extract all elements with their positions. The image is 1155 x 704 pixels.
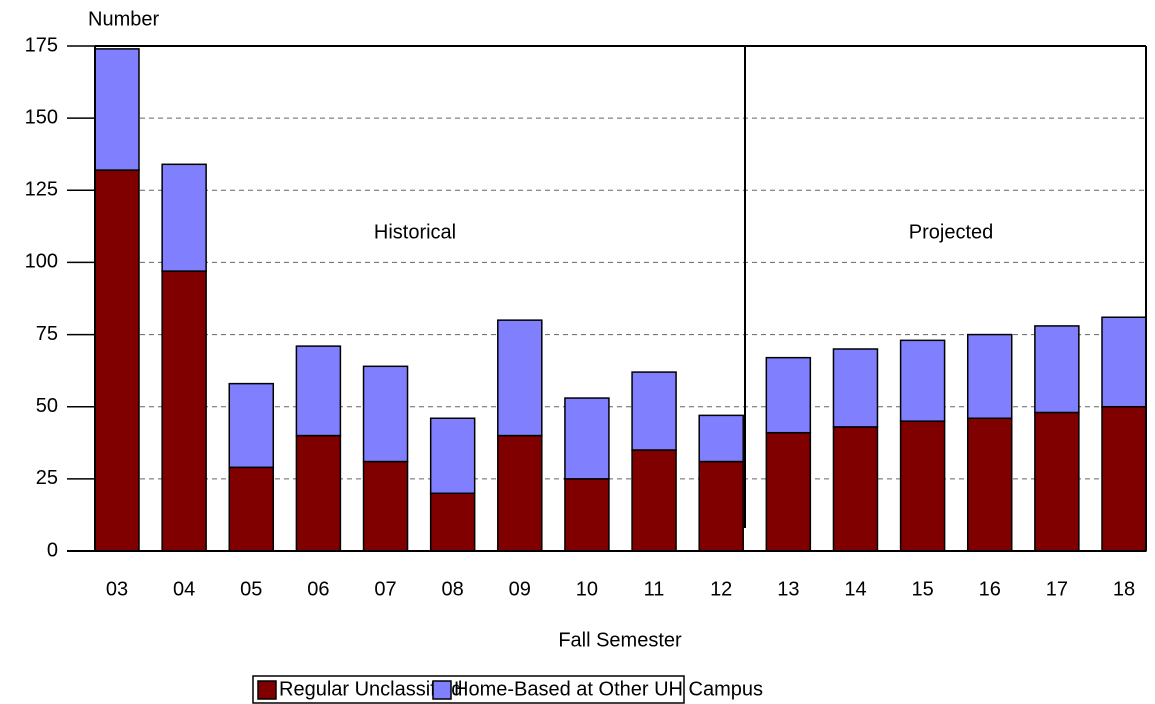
bar-segment [765, 431, 812, 552]
x-tick-label: 18 [1113, 578, 1135, 600]
bar-segment [899, 339, 946, 422]
x-tick-label: 12 [710, 578, 732, 600]
y-tick-label: 175 [25, 34, 58, 56]
x-tick-label: 06 [307, 578, 329, 600]
legend-swatch [432, 680, 452, 700]
legend-box [252, 675, 685, 704]
y-axis-label: Number [88, 8, 159, 30]
bar-segment [832, 348, 879, 428]
y-tick-label: 100 [25, 251, 58, 273]
x-tick-label: 03 [106, 578, 128, 600]
bar-segment [362, 460, 409, 552]
x-tick-label: 04 [173, 578, 195, 600]
bar-segment [94, 169, 140, 552]
legend-swatch [257, 680, 277, 700]
bar-segment [228, 382, 275, 469]
bar-segment [631, 371, 677, 451]
bar-segment [1034, 411, 1080, 552]
bar-segment [94, 48, 140, 171]
y-tick-label: 125 [25, 179, 58, 201]
bar-segment [698, 414, 744, 463]
bar-segment [832, 426, 879, 552]
bar-segment [1101, 316, 1147, 408]
y-tick-label: 50 [36, 395, 58, 417]
x-tick-label: 15 [911, 578, 933, 600]
bar-segment [295, 345, 342, 437]
bar-segment [161, 163, 207, 272]
y-tick-label: 75 [36, 323, 58, 345]
y-tick-label: 150 [25, 106, 58, 128]
bar-segment [631, 449, 677, 552]
bar-segment [966, 417, 1013, 552]
x-tick-label: 09 [509, 578, 531, 600]
bar-segment [564, 397, 610, 480]
x-tick-label: 07 [374, 578, 396, 600]
x-tick-label: 08 [442, 578, 464, 600]
x-tick-label: 11 [644, 578, 665, 600]
y-tick-label: 25 [36, 467, 58, 489]
bar-segment [497, 319, 543, 437]
bar-segment [362, 365, 409, 463]
bar-segment [228, 466, 275, 552]
legend-label: Home-Based at Other UH Campus [454, 678, 763, 700]
legend-label: Regular Unclassified [279, 678, 462, 700]
x-tick-label: 13 [777, 578, 799, 600]
y-tick-label: 0 [47, 539, 58, 561]
bar-segment [564, 478, 610, 552]
bar-segment [765, 356, 812, 434]
bar-segment [1101, 405, 1147, 552]
bar-segment [429, 417, 476, 495]
bar-segment [1034, 325, 1080, 414]
annotation: Historical [374, 221, 456, 243]
bar-segment [966, 333, 1013, 420]
x-tick-label: 17 [1046, 578, 1068, 600]
x-tick-label: 10 [576, 578, 598, 600]
bar-segment [497, 434, 543, 552]
bar-segment [161, 270, 207, 552]
annotation: Projected [909, 221, 994, 243]
x-axis-label: Fall Semester [558, 629, 682, 651]
bar-segment [899, 420, 946, 552]
x-tick-label: 14 [844, 578, 866, 600]
x-tick-label: 16 [979, 578, 1001, 600]
bar-segment [429, 492, 476, 552]
x-tick-label: 05 [240, 578, 262, 600]
bar-segment [295, 434, 342, 552]
bar-segment [698, 460, 744, 552]
